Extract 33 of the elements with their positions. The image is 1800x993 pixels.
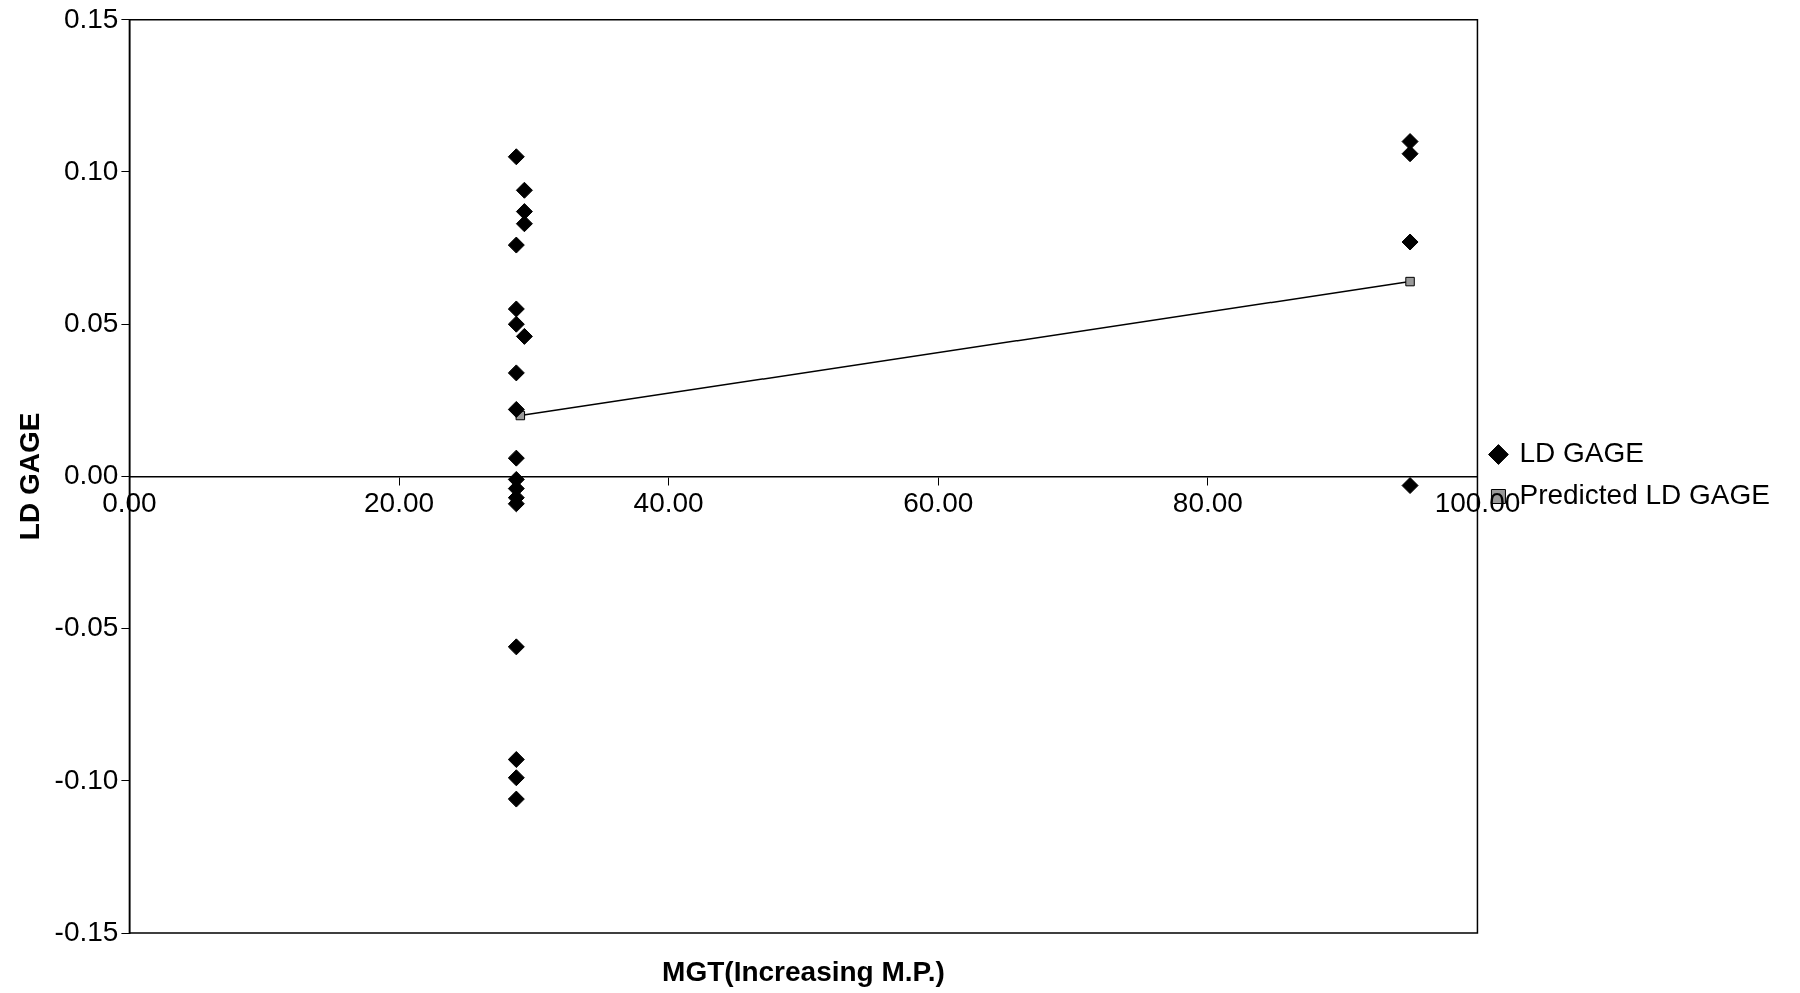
y-tick-label: -0.15 xyxy=(54,915,119,947)
point xyxy=(507,148,525,166)
legend-label: LD GAGE xyxy=(1519,437,1644,469)
y-axis-title: LD GAGE xyxy=(13,412,45,541)
point xyxy=(507,300,525,318)
x-tick-label: 40.00 xyxy=(633,486,704,518)
y-tick-label: -0.05 xyxy=(54,611,119,643)
point xyxy=(507,236,525,254)
point xyxy=(507,449,525,467)
x-tick-label: 60.00 xyxy=(903,486,974,518)
x-tick-label: 80.00 xyxy=(1172,486,1243,518)
point xyxy=(507,364,525,382)
point xyxy=(515,327,533,345)
y-tick-label: 0.00 xyxy=(63,459,119,491)
point xyxy=(1405,276,1415,287)
point xyxy=(507,790,525,808)
point xyxy=(507,400,525,418)
point xyxy=(1401,477,1419,495)
point xyxy=(507,315,525,333)
point xyxy=(515,181,533,199)
y-tick-label: -0.10 xyxy=(54,763,119,795)
point xyxy=(507,769,525,787)
point xyxy=(1401,145,1419,163)
legend-label: Predicted LD GAGE xyxy=(1519,479,1771,511)
y-tick-label: 0.15 xyxy=(63,2,119,34)
point xyxy=(507,750,525,768)
point xyxy=(515,215,533,233)
point xyxy=(507,638,525,656)
point xyxy=(1401,233,1419,251)
x-tick-label: 20.00 xyxy=(363,486,435,518)
y-tick-label: 0.05 xyxy=(63,306,119,338)
x-axis-title: MGT(Increasing M.P.) xyxy=(662,955,945,987)
y-tick-label: 0.10 xyxy=(63,154,119,186)
